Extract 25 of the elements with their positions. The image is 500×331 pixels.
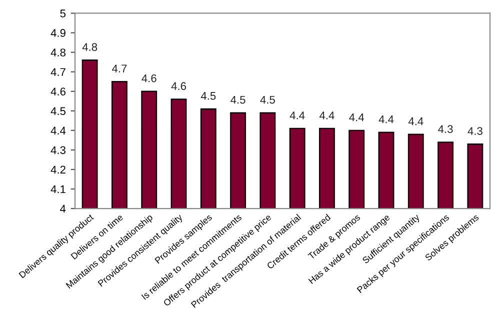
y-tick-label: 4.4 [50,126,66,134]
y-tick-label: 4 [60,204,66,213]
data-label: 4.6 [171,82,186,90]
data-label: 4.4 [378,115,394,124]
data-label: 4.7 [112,64,127,72]
data-label: 4.4 [349,114,364,122]
data-label: 4.4 [408,117,424,126]
data-label: 4.5 [230,96,246,104]
y-tick-label: 4.5 [50,107,66,116]
data-label: 4.5 [200,92,216,100]
data-label: 4.3 [468,127,482,135]
y-tick-label: 4.7 [50,68,66,76]
y-tick-label: 4.2 [50,166,66,174]
y-tick-label: 5 [60,10,66,18]
y-tick-label: 4.6 [50,88,66,96]
y-tick-label: 4.8 [50,48,66,56]
data-label: 4.4 [290,112,305,120]
data-label: 4.6 [142,74,156,82]
y-tick-label: 4.3 [50,146,66,154]
y-tick-label: 4.1 [50,185,66,194]
data-label: 4.5 [260,96,275,104]
data-label: 4.3 [438,125,453,133]
y-tick-label: 4.9 [50,29,66,37]
data-label: 4.8 [82,43,98,51]
data-label: 4.4 [319,112,334,120]
